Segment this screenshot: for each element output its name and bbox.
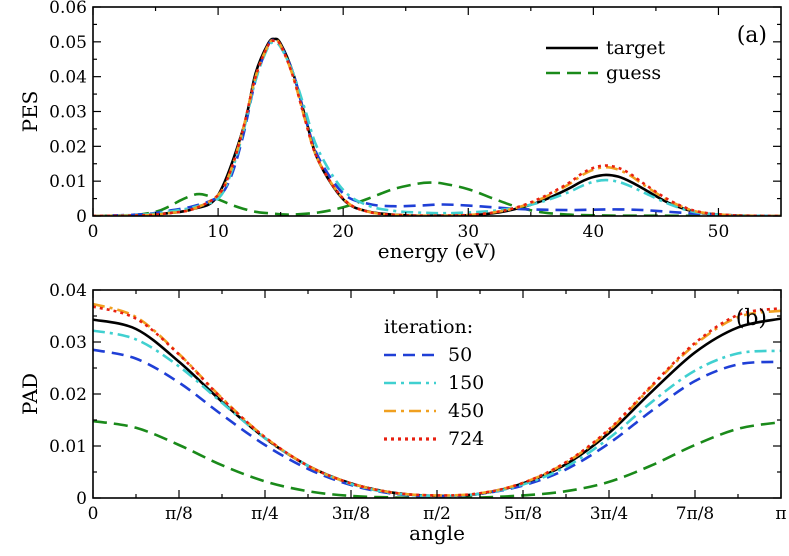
y-tick-label: 0.04 [49,68,87,88]
x-tick-label: 10 [207,222,229,242]
x-tick-label: π/8 [165,504,193,524]
legend-entry: target [606,37,665,59]
x-tick-label: π/2 [423,504,451,524]
x-tick-label: π/4 [251,504,279,524]
y-tick-label: 0.04 [49,281,87,301]
x-tick-label: 3π/4 [590,504,629,524]
chart-panel-b: 0 π/8 π/4 3π/8 π/2 5π/8 3π/4 7π/8 π 0 0.01 0.02 0.03… [18,281,787,545]
x-tick-label: 3π/8 [332,504,371,524]
legend-entry: 50 [448,344,472,366]
y-axis-label: PAD [18,373,42,415]
series-line-iteration-724 [93,39,781,216]
y-tick-label: 0.01 [49,437,87,457]
x-tick-label: 40 [583,222,605,242]
x-tick-label: 20 [332,222,354,242]
series-line-iteration-450 [93,38,781,216]
panel-label: (a) [737,23,767,48]
y-tick-label: 0 [76,489,87,509]
chart-panel-a: 0 10 20 30 40 50 0 0.01 0.02 0.03 0.04 0.05 0.06 ener… [18,0,782,263]
series-line-guess [93,419,781,498]
legend-entry: 450 [448,400,484,422]
series-line-target [93,317,781,498]
y-tick-label: 0.01 [49,172,87,192]
y-tick-label: 0.03 [49,333,87,353]
x-tick-label: 7π/8 [676,504,715,524]
x-tick-label: 0 [88,504,99,524]
legend-entry: 150 [448,372,484,394]
x-tick-label: 5π/8 [504,504,543,524]
y-tick-label: 0 [76,207,87,227]
legend: target guess [546,37,665,84]
y-tick-label: 0.02 [49,385,87,405]
x-tick-label: 0 [88,222,99,242]
series-group [93,37,781,216]
legend: iteration: 50 150 450 724 [384,316,484,450]
series-line-150 [93,329,781,498]
plot-frame [92,6,782,217]
y-tick-label: 0.02 [49,137,87,157]
series-line-iteration-150 [93,41,781,216]
legend-title: iteration: [384,316,473,338]
series-line-guess [93,181,781,216]
x-axis-label: angle [409,521,465,545]
y-tick-label: 0.06 [49,0,87,18]
legend-entry: guess [606,62,661,84]
x-axis-label: energy (eV) [378,239,496,263]
panel-label: (b) [736,306,767,331]
series-line-724 [93,305,781,497]
legend-entry: 724 [448,428,484,450]
x-tick-label: π [775,504,786,524]
series-line-target [93,37,781,216]
y-tick-label: 0.03 [49,103,87,123]
series-line-iteration-50 [93,38,781,216]
y-axis-label: PES [18,91,42,133]
x-tick-label: 50 [708,222,730,242]
y-tick-label: 0.05 [49,33,87,53]
x-tick-label: 30 [457,222,479,242]
